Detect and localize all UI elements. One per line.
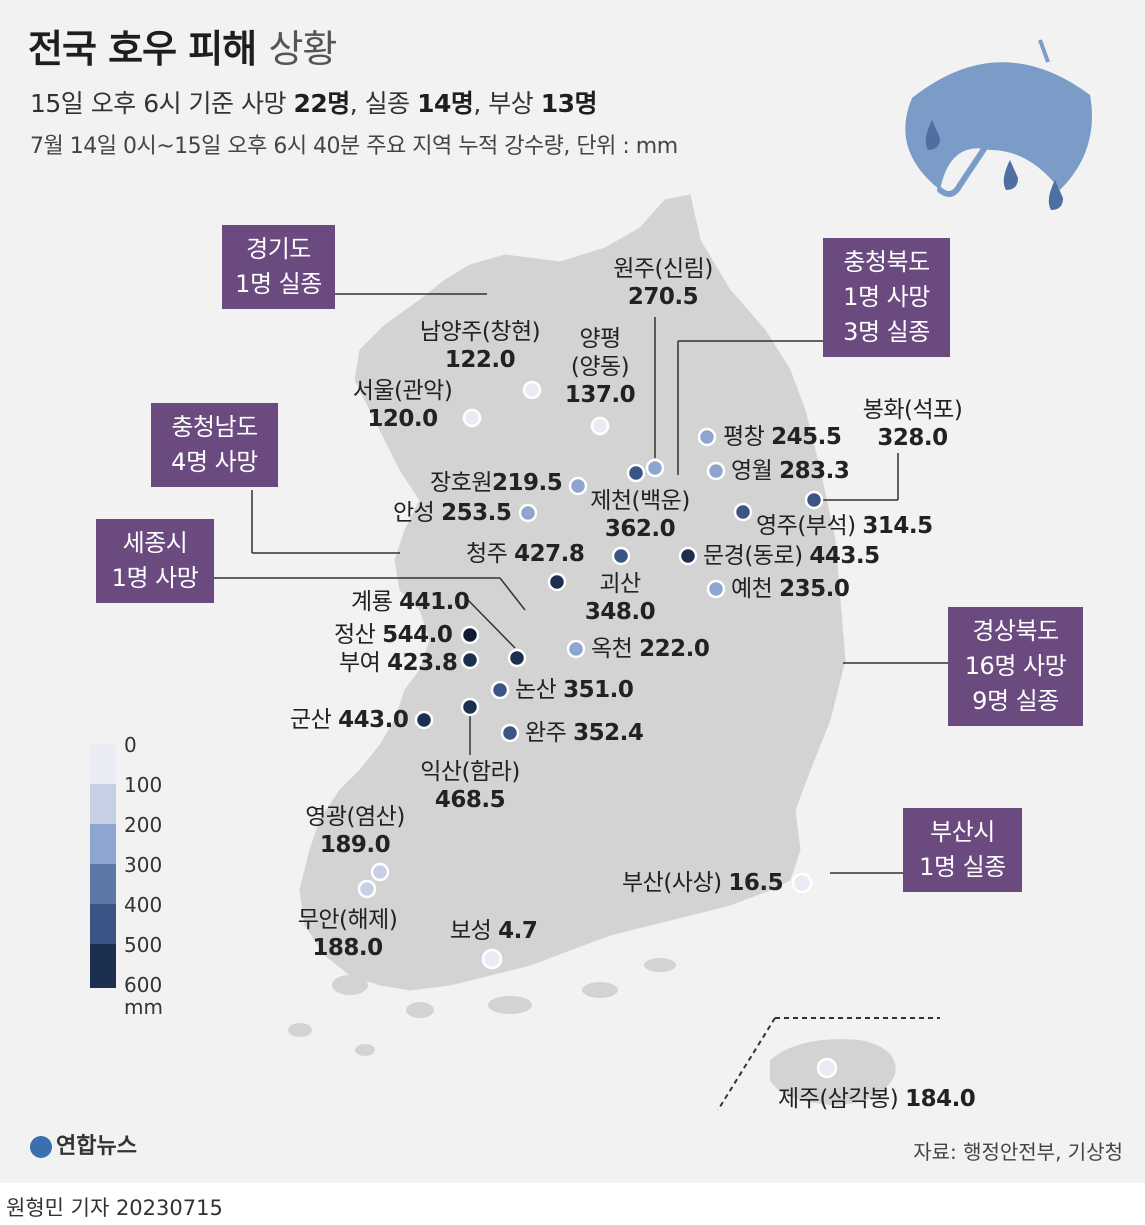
label-anseong: 안성 253.5	[393, 500, 512, 526]
dot-jecheon	[626, 463, 646, 483]
rainfall-caption: 7월 14일 0시~15일 오후 6시 40분 주요 지역 누적 강수량, 단위…	[30, 134, 678, 159]
legend-tick-400: 400	[124, 893, 163, 917]
label-buyeo: 부여 423.8	[339, 650, 458, 676]
box-busan: 부산시 1명 실종	[903, 808, 1022, 892]
label-iksan: 익산(함라) 468.5	[420, 759, 520, 813]
label-yeongju: 영주(부석) 314.5	[756, 513, 933, 539]
mainland-shape	[299, 194, 846, 991]
label-nonsan: 논산 351.0	[515, 677, 634, 703]
dot-yeongju	[733, 502, 753, 522]
dot-yeongwol	[706, 461, 726, 481]
label-jeongsan: 정산 544.0	[334, 622, 453, 648]
dot-okcheon	[566, 639, 586, 659]
legend-tick-0: 0	[124, 733, 137, 757]
label-janghowon: 장호원219.5	[430, 470, 563, 496]
legend-tick-300: 300	[124, 853, 163, 877]
box-chungbuk: 충청북도 1명 사망 3명 실종	[823, 238, 950, 357]
source-note: 자료: 행정안전부, 기상청	[913, 1140, 1123, 1164]
dot-muan	[357, 879, 377, 899]
dot-janghowon	[568, 476, 588, 496]
legend-tick-600: 600	[124, 973, 163, 997]
umbrella-icon	[905, 39, 1092, 210]
label-pyeongchang: 평창 245.5	[723, 424, 842, 450]
dot-yangpyeong	[590, 416, 610, 436]
label-jecheon: 제천(백운) 362.0	[590, 488, 690, 542]
label-muan: 무안(해제) 188.0	[297, 907, 398, 961]
legend-scale	[90, 744, 116, 988]
dot-anseong	[518, 503, 538, 523]
dot-nonsan	[490, 680, 510, 700]
legend-tick-200: 200	[124, 813, 163, 837]
dot-iksan	[460, 697, 480, 717]
legend-unit: mm	[124, 995, 163, 1019]
dot-yecheon	[706, 579, 726, 599]
dot-cheongju	[547, 572, 567, 592]
dot-gyeryong	[507, 648, 527, 668]
label-gunsan: 군산 443.0	[290, 707, 409, 733]
label-yecheon: 예천 235.0	[731, 576, 850, 602]
label-jeju: 제주(삼각봉) 184.0	[778, 1086, 976, 1112]
box-gyeonggi: 경기도 1명 실종	[222, 225, 335, 309]
casualty-summary: 15일 오후 6시 기준 사망 22명, 실종 14명, 부상 13명	[30, 89, 598, 118]
legend-tick-500: 500	[124, 933, 163, 957]
korea-map	[90, 39, 1092, 1111]
yonhap-logo: 연합뉴스	[30, 1128, 137, 1160]
label-yangpyeong: 양평 (양동) 137.0	[564, 326, 636, 408]
label-wanju: 완주 352.4	[525, 720, 644, 746]
label-namyangju: 남양주(창현) 122.0	[419, 319, 541, 373]
label-wonju: 원주(신림) 270.5	[613, 256, 713, 310]
label-okcheon: 옥천 222.0	[591, 636, 710, 662]
box-gyeongbuk: 경상북도 16명 사망 9명 실종	[948, 607, 1083, 726]
dot-jeju	[816, 1057, 838, 1079]
label-seoul: 서울(관악) 120.0	[352, 378, 453, 432]
dot-boseong	[481, 948, 503, 970]
dot-seoul	[462, 408, 482, 428]
dot-yeonggwang	[370, 862, 390, 882]
dot-buyeo	[460, 650, 480, 670]
label-yeonggwang: 영광(염산) 189.0	[305, 804, 405, 858]
dot-mungyeong	[678, 546, 698, 566]
box-chungnam: 충청남도 4명 사망	[151, 403, 278, 487]
dot-pyeongchang	[697, 427, 717, 447]
dot-namyangju	[522, 380, 542, 400]
dot-jeongsan	[460, 625, 480, 645]
dot-goesan	[611, 546, 631, 566]
label-goesan: 괴산 348.0	[584, 571, 656, 625]
dot-busan	[791, 872, 813, 894]
dot-bonghwa	[804, 490, 824, 510]
legend-tick-100: 100	[124, 773, 163, 797]
label-gyeryong: 계룡 441.0	[351, 589, 470, 615]
label-mungyeong: 문경(동로) 443.5	[703, 543, 880, 569]
dot-wonju	[645, 458, 665, 478]
dot-gunsan	[414, 710, 434, 730]
label-boseong: 보성 4.7	[450, 918, 538, 944]
label-bonghwa: 봉화(석포) 328.0	[862, 397, 963, 451]
label-yeongwol: 영월 283.3	[731, 458, 850, 484]
page-title: 전국 호우 피해 상황	[28, 27, 337, 71]
credit-line: 원형민 기자 20230715	[6, 1196, 223, 1220]
dot-wanju	[500, 723, 520, 743]
box-sejong: 세종시 1명 사망	[96, 519, 214, 603]
label-busan: 부산(사상) 16.5	[622, 870, 784, 896]
label-cheongju: 청주 427.8	[466, 541, 585, 567]
